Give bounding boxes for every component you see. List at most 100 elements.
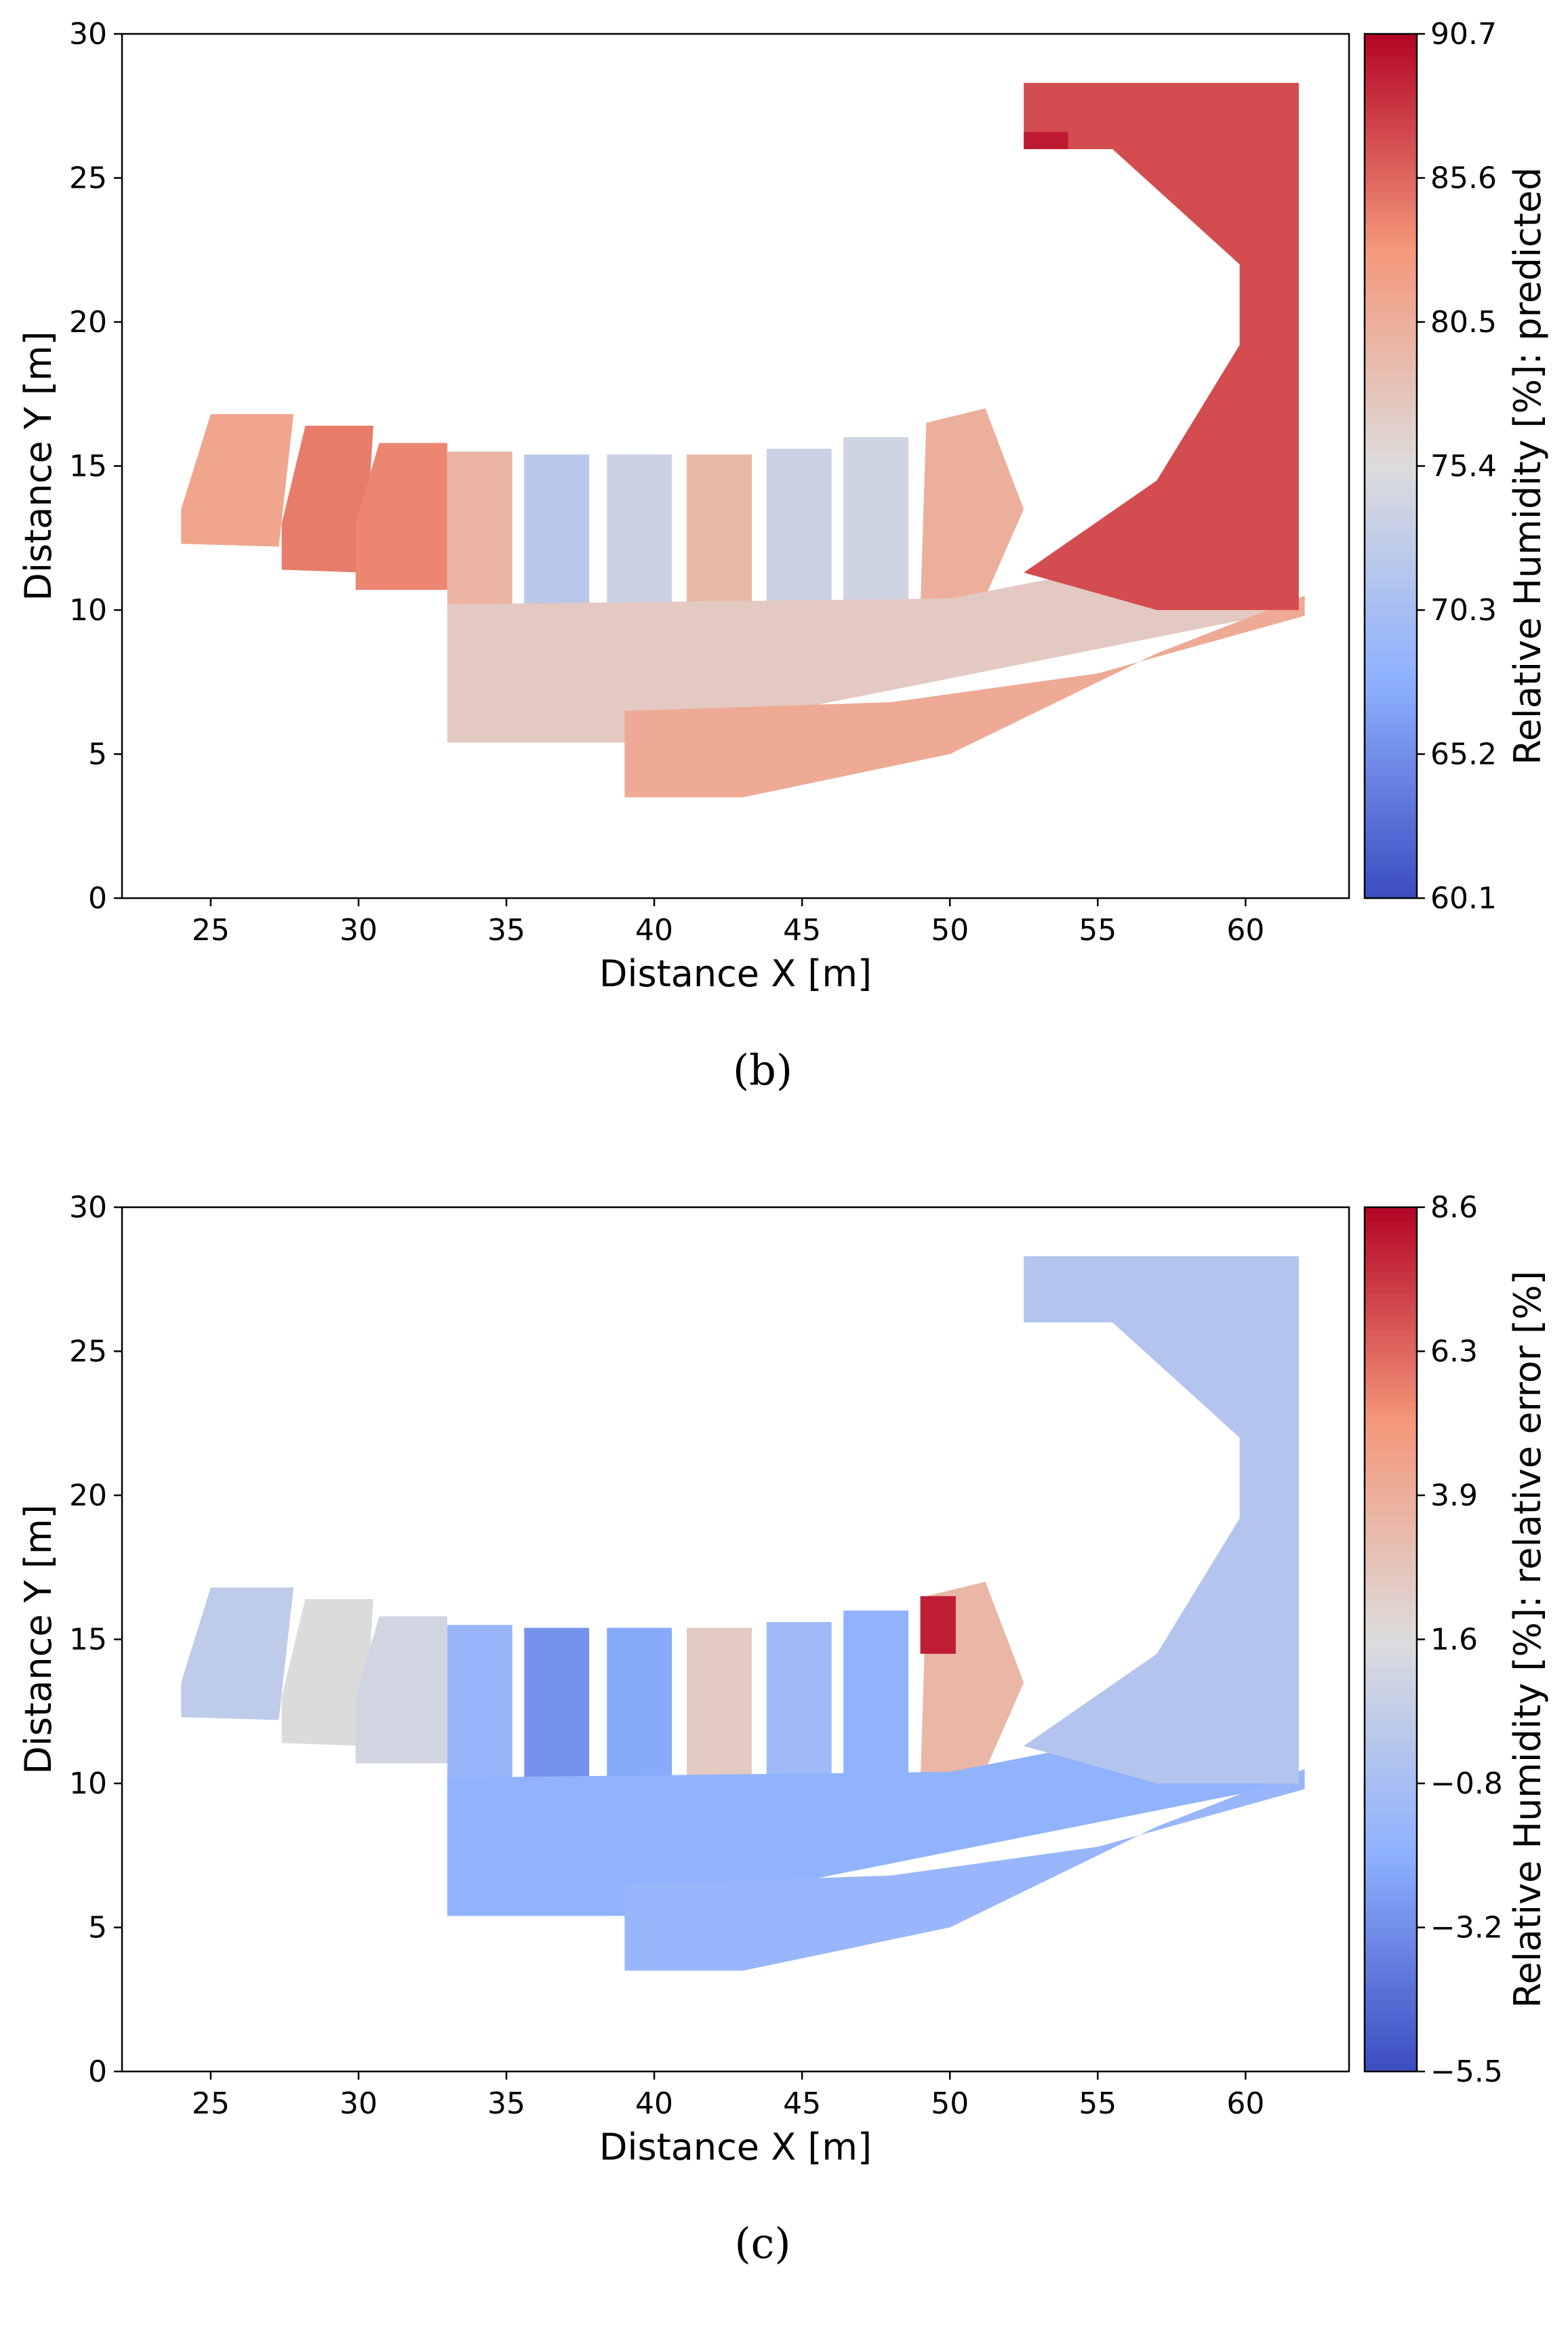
colorbar-segment	[1365, 113, 1417, 121]
colorbar-segment	[1365, 1545, 1417, 1554]
colorbar-segment	[1365, 2021, 1417, 2029]
x-tick-label: 40	[635, 913, 673, 948]
colorbar-segment	[1365, 1574, 1417, 1583]
panel-caption: (c)	[734, 2219, 790, 2268]
colorbar-tick-label: 1.6	[1430, 1623, 1478, 1657]
colorbar-segment	[1365, 833, 1417, 841]
colorbar-segment	[1365, 1762, 1417, 1770]
colorbar-segment	[1365, 422, 1417, 431]
colorbar-segment	[1365, 1279, 1417, 1287]
colorbar-segment	[1365, 775, 1417, 784]
colorbar-segment	[1365, 1927, 1417, 1935]
y-tick-label: 20	[69, 1478, 107, 1513]
colorbar-segment	[1365, 1733, 1417, 1741]
colorbar-segment	[1365, 264, 1417, 272]
colorbar-segment	[1365, 1459, 1417, 1468]
colorbar-segment	[1365, 279, 1417, 287]
colorbar-segment	[1365, 1611, 1417, 1619]
heatmap-region-4	[524, 454, 590, 610]
colorbar-segment	[1365, 725, 1417, 733]
colorbar-segment	[1365, 1877, 1417, 1885]
x-tick-label: 60	[1226, 913, 1264, 948]
colorbar-segment	[1365, 1834, 1417, 1842]
colorbar-segment	[1365, 869, 1417, 877]
colorbar-segment	[1365, 300, 1417, 308]
heatmap-region-13	[1024, 132, 1068, 149]
colorbar-segment	[1365, 315, 1417, 323]
colorbar-segment	[1365, 740, 1417, 748]
colorbar-segment	[1365, 1617, 1417, 1626]
humidity-predicted-chart: 25 30 35 40 45 50 55 60 0 5 10 15 20 25 30 Distance X […	[17, 17, 1549, 1095]
colorbar-segment	[1365, 1567, 1417, 1575]
colorbar-segment	[1365, 430, 1417, 438]
colorbar-segment	[1365, 1394, 1417, 1402]
colorbar-segment	[1365, 2035, 1417, 2044]
colorbar-tick-label: 6.3	[1430, 1335, 1478, 1369]
colorbar-segment	[1365, 1416, 1417, 1424]
colorbar-tick-label: 60.1	[1430, 881, 1497, 916]
colorbar-segment	[1365, 358, 1417, 366]
colorbar-segment	[1365, 1387, 1417, 1396]
colorbar-segment	[1365, 1337, 1417, 1345]
colorbar-segment	[1365, 624, 1417, 632]
colorbar-segment	[1365, 660, 1417, 668]
colorbar-segment	[1365, 668, 1417, 676]
heatmap-regions	[181, 83, 1305, 798]
heatmap-region-1	[281, 426, 374, 573]
colorbar-segment	[1365, 1510, 1417, 1518]
colorbar-segment	[1365, 98, 1417, 107]
colorbar-segment	[1365, 495, 1417, 503]
colorbar-segment	[1365, 761, 1417, 769]
colorbar-segment	[1365, 1632, 1417, 1640]
colorbar-segment	[1365, 768, 1417, 777]
colorbar-segment	[1365, 1899, 1417, 1907]
colorbar-segment	[1365, 372, 1417, 380]
y-tick-label: 0	[88, 2055, 107, 2089]
colorbar-segment	[1365, 1560, 1417, 1569]
colorbar-segment	[1365, 127, 1417, 136]
colorbar-segment	[1365, 106, 1417, 114]
colorbar-segment	[1365, 1697, 1417, 1705]
colorbar-segment	[1365, 401, 1417, 409]
heatmap-region-13	[920, 1596, 956, 1654]
x-tick-label: 55	[1079, 2086, 1117, 2121]
colorbar-segment	[1365, 603, 1417, 611]
colorbar-segment	[1365, 531, 1417, 539]
colorbar-segment	[1365, 891, 1417, 899]
colorbar-segment	[1365, 1250, 1417, 1259]
colorbar-segment	[1365, 1941, 1417, 1950]
colorbar-segment	[1365, 718, 1417, 726]
y-axis-label: Distance Y [m]	[17, 1504, 60, 1774]
heatmap-region-4	[524, 1627, 590, 1783]
y-tick-label: 15	[69, 449, 107, 484]
colorbar-segment	[1365, 163, 1417, 171]
colorbar-segment	[1365, 2014, 1417, 2022]
heatmap-region-2	[355, 443, 447, 590]
colorbar-segment	[1365, 790, 1417, 798]
colorbar-segment	[1365, 1423, 1417, 1432]
colorbar-segment	[1365, 1301, 1417, 1309]
colorbar-segment	[1365, 754, 1417, 762]
colorbar-segment	[1365, 883, 1417, 892]
colorbar-tick-label: 75.4	[1430, 449, 1497, 484]
x-tick-label: 50	[931, 2086, 969, 2121]
colorbar-tick-label: −3.2	[1430, 1911, 1503, 1945]
colorbar-label: Relative Humidity [%]: predicted	[1506, 167, 1549, 765]
heatmap-region-11	[624, 595, 1305, 798]
colorbar-segment	[1365, 156, 1417, 165]
colorbar-tick-label: 80.5	[1430, 305, 1497, 340]
colorbar-segment	[1365, 1726, 1417, 1734]
colorbar-segment	[1365, 2006, 1417, 2015]
colorbar-segment	[1365, 646, 1417, 654]
colorbar-segment	[1365, 1214, 1417, 1223]
colorbar-segment	[1365, 1682, 1417, 1691]
colorbar-segment	[1365, 92, 1417, 100]
colorbar-segment	[1365, 343, 1417, 352]
colorbar-segment	[1365, 819, 1417, 827]
colorbar-segment	[1365, 1502, 1417, 1511]
colorbar-segment	[1365, 811, 1417, 820]
colorbar-segment	[1365, 458, 1417, 467]
colorbar-segment	[1365, 1913, 1417, 1921]
colorbar-segment	[1365, 2050, 1417, 2058]
colorbar-segment	[1365, 1754, 1417, 1762]
